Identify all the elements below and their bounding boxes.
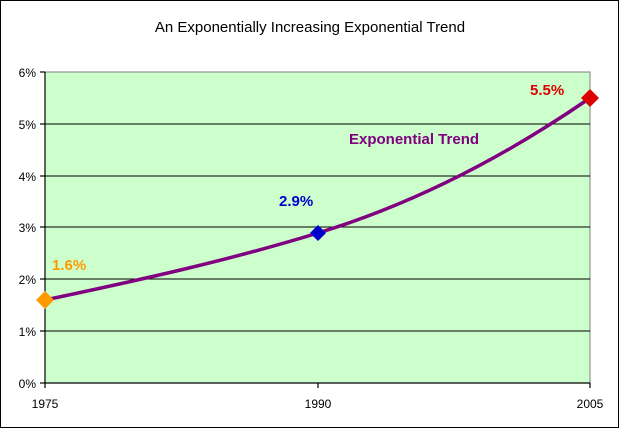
svg-text:0%: 0%: [19, 377, 37, 391]
marker-1975: [36, 291, 54, 309]
svg-text:2%: 2%: [19, 273, 37, 287]
svg-text:1975: 1975: [32, 397, 59, 411]
svg-text:3%: 3%: [19, 221, 37, 235]
svg-text:4%: 4%: [19, 170, 37, 184]
svg-text:5%: 5%: [19, 118, 37, 132]
marker-1990: [310, 225, 326, 241]
svg-text:1990: 1990: [305, 397, 332, 411]
trend-annotation: Exponential Trend: [349, 131, 479, 148]
label-1990: 2.9%: [279, 193, 313, 210]
svg-text:2005: 2005: [577, 397, 604, 411]
chart-title: An Exponentially Increasing Exponential …: [154, 19, 466, 36]
svg-text:1%: 1%: [19, 325, 37, 339]
marker-2005: [581, 89, 599, 107]
y-axis-labels: 6% 5% 4% 3% 2% 1% 0%: [19, 66, 37, 391]
svg-text:6%: 6%: [19, 66, 37, 80]
label-2005: 5.5%: [530, 82, 564, 99]
x-axis-labels: 1975 1990 2005: [32, 397, 604, 411]
label-1975: 1.6%: [52, 257, 86, 274]
axes: [40, 71, 591, 388]
